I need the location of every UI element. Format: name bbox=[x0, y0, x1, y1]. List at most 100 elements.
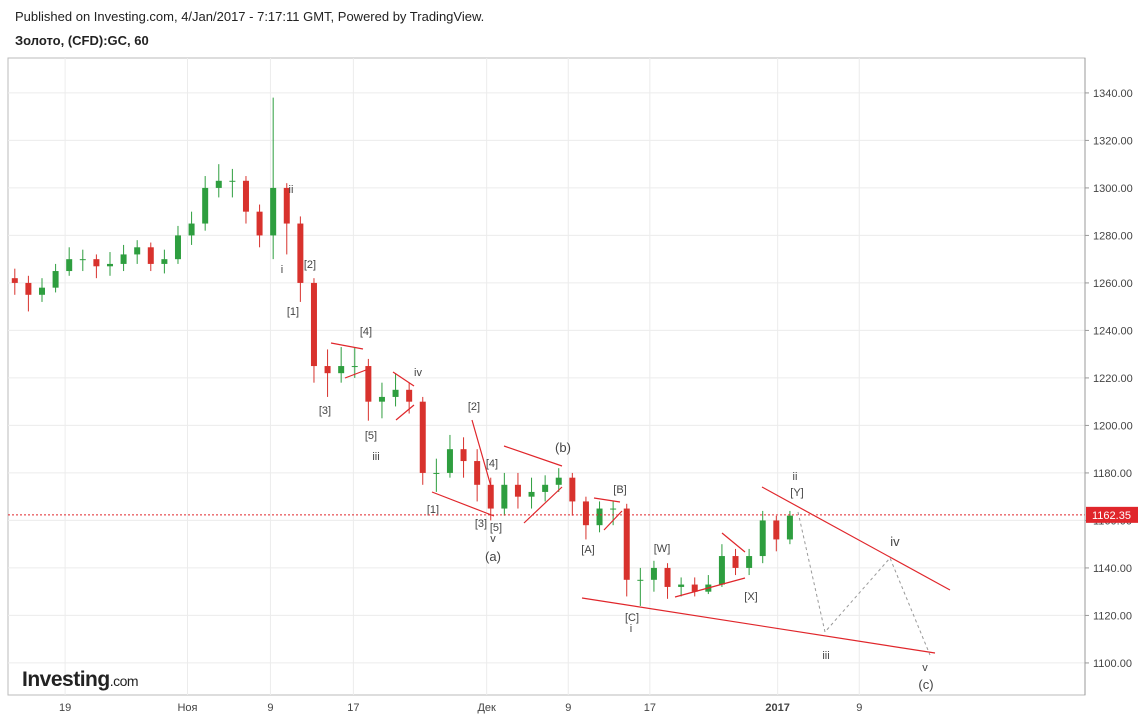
y-tick-label: 1100.00 bbox=[1093, 658, 1132, 670]
candle-body bbox=[610, 508, 617, 510]
wave-label: i bbox=[630, 623, 632, 635]
wave-label: (a) bbox=[485, 549, 501, 564]
candle-body bbox=[161, 259, 168, 264]
candle-body bbox=[664, 567, 671, 587]
candle-body bbox=[188, 223, 195, 236]
candle-body bbox=[555, 477, 562, 485]
candle-body bbox=[501, 484, 508, 509]
y-tick-label: 1320.00 bbox=[1093, 135, 1133, 147]
candle-body bbox=[134, 247, 141, 255]
wave-label: [A] bbox=[581, 544, 594, 556]
y-tick-label: 1180.00 bbox=[1093, 468, 1132, 480]
candle-body bbox=[582, 501, 589, 526]
wave-label: [5] bbox=[490, 522, 502, 534]
candle-body bbox=[202, 187, 209, 224]
candle-body bbox=[528, 491, 535, 497]
candle-body bbox=[242, 180, 249, 212]
x-tick-label: 2017 bbox=[765, 702, 789, 714]
candle-body bbox=[678, 584, 685, 587]
wave-label: [X] bbox=[744, 591, 757, 603]
wave-label: [2] bbox=[468, 401, 480, 413]
candle-body bbox=[38, 287, 45, 295]
candle-body bbox=[569, 477, 576, 502]
x-tick-label: 9 bbox=[565, 702, 571, 714]
y-tick-label: 1300.00 bbox=[1093, 183, 1133, 195]
candle-body bbox=[351, 366, 358, 368]
y-tick-label: 1280.00 bbox=[1093, 230, 1133, 242]
candle-body bbox=[460, 449, 467, 462]
y-tick-label: 1220.00 bbox=[1093, 373, 1133, 385]
y-tick-label: 1200.00 bbox=[1093, 420, 1133, 432]
candle-body bbox=[406, 389, 413, 402]
wave-label: v bbox=[922, 662, 928, 674]
x-tick-label: 9 bbox=[267, 702, 273, 714]
candle-body bbox=[365, 366, 372, 402]
candle-body bbox=[256, 211, 263, 236]
candle-body bbox=[66, 259, 73, 272]
candle-body bbox=[297, 223, 304, 283]
wave-label: [1] bbox=[427, 504, 439, 516]
candle-body bbox=[514, 484, 521, 497]
candle-body bbox=[25, 282, 32, 295]
candle-body bbox=[650, 567, 657, 580]
candle-body bbox=[392, 389, 399, 397]
x-tick-label: Ноя bbox=[177, 702, 197, 714]
wave-label: (b) bbox=[555, 440, 571, 455]
candle-body bbox=[718, 556, 725, 585]
x-tick-label: Дек bbox=[477, 702, 496, 714]
candle-body bbox=[474, 461, 481, 485]
wave-label: iii bbox=[372, 451, 379, 463]
wave-labels: ii i [2] [1] [4] iv [3] [5] iii [2] [4] … bbox=[281, 184, 934, 692]
wave-label: (c) bbox=[918, 677, 933, 692]
wave-label: [2] bbox=[304, 259, 316, 271]
candle-body bbox=[773, 520, 780, 540]
published-note: Published on Investing.com, 4/Jan/2017 -… bbox=[15, 9, 484, 24]
plot-frame bbox=[7, 57, 1086, 696]
trendlines bbox=[330, 342, 951, 656]
wave-label: iv bbox=[414, 367, 422, 379]
candle-body bbox=[215, 180, 222, 188]
candle-body bbox=[310, 282, 317, 367]
candle-body bbox=[106, 263, 113, 267]
wave-label: [B] bbox=[613, 484, 626, 496]
x-tick-label: 9 bbox=[856, 702, 862, 714]
y-tick-label: 1340.00 bbox=[1093, 88, 1133, 100]
wave-label: ii bbox=[289, 184, 294, 196]
candle-body bbox=[147, 247, 154, 264]
wave-label: iii bbox=[822, 650, 829, 662]
candle-body bbox=[596, 508, 603, 526]
candle-body bbox=[786, 515, 793, 540]
candle-body bbox=[378, 396, 385, 402]
candle-body bbox=[120, 254, 127, 264]
wave-label: [4] bbox=[360, 326, 372, 338]
candle-body bbox=[11, 278, 18, 283]
y-tick-label: 1260.00 bbox=[1093, 278, 1133, 290]
wave-label: [W] bbox=[654, 543, 671, 555]
wave-label: iv bbox=[890, 534, 900, 549]
wave-label: v bbox=[490, 533, 496, 545]
candle-body bbox=[623, 508, 630, 580]
candle-body bbox=[174, 235, 181, 260]
candle-body bbox=[52, 271, 59, 288]
wave-label: [C] bbox=[625, 612, 639, 624]
x-tick-label: 17 bbox=[347, 702, 359, 714]
candle-body bbox=[542, 484, 549, 492]
candle-body bbox=[487, 484, 494, 509]
wave-label: [1] bbox=[287, 306, 299, 318]
x-tick-label: 17 bbox=[644, 702, 656, 714]
last-price-box bbox=[1086, 506, 1138, 523]
x-tick-label: 19 bbox=[59, 702, 71, 714]
candle-body bbox=[732, 556, 739, 568]
candle-body bbox=[446, 449, 453, 473]
logo-name: Investing bbox=[22, 668, 110, 691]
candle-body bbox=[338, 366, 345, 374]
y-tick-label: 1140.00 bbox=[1093, 563, 1132, 575]
candle-body bbox=[691, 584, 698, 592]
wave-label: [3] bbox=[319, 405, 331, 417]
candle-body bbox=[419, 401, 426, 473]
logo-suffix: .com bbox=[110, 673, 138, 689]
candle-body bbox=[93, 259, 100, 267]
candle-body bbox=[433, 472, 440, 474]
candle-body bbox=[229, 180, 236, 182]
